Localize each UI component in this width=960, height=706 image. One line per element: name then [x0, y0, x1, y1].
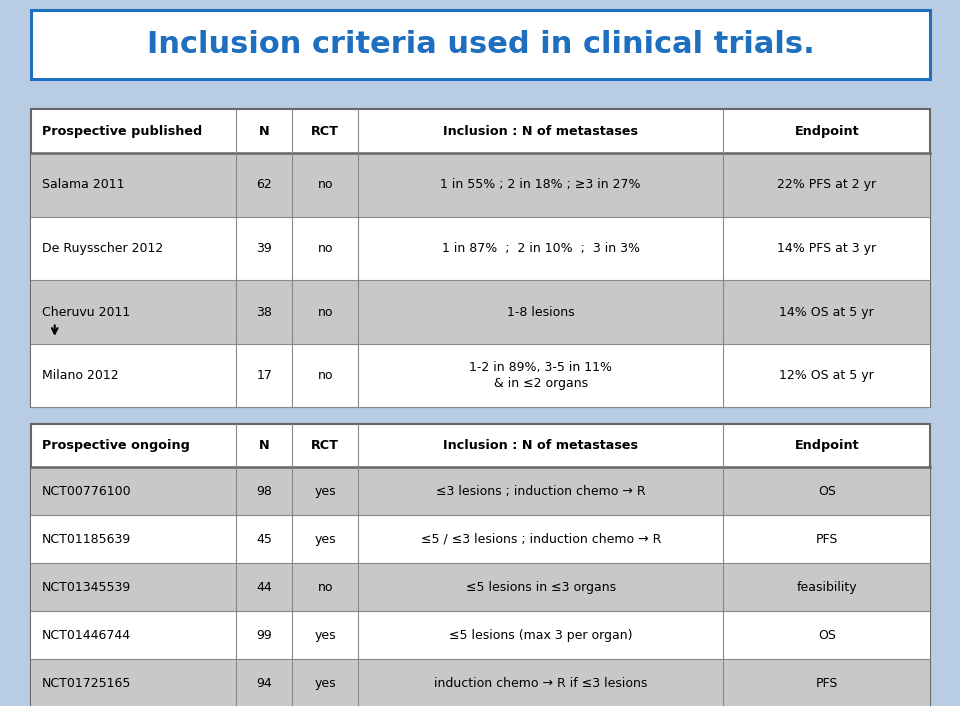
Text: Prospective ongoing: Prospective ongoing: [42, 439, 190, 452]
Text: 62: 62: [256, 179, 272, 191]
FancyBboxPatch shape: [31, 467, 930, 515]
Text: NCT01446744: NCT01446744: [42, 629, 132, 642]
Text: yes: yes: [315, 629, 336, 642]
Text: 14% OS at 5 yr: 14% OS at 5 yr: [780, 306, 875, 318]
Text: feasibility: feasibility: [797, 581, 857, 594]
FancyBboxPatch shape: [31, 611, 930, 659]
Text: PFS: PFS: [816, 677, 838, 690]
Text: N: N: [259, 439, 270, 452]
FancyBboxPatch shape: [31, 515, 930, 563]
Text: no: no: [318, 179, 333, 191]
Text: yes: yes: [315, 533, 336, 546]
Text: RCT: RCT: [311, 439, 339, 452]
Text: 14% PFS at 3 yr: 14% PFS at 3 yr: [778, 242, 876, 255]
Text: 17: 17: [256, 369, 272, 382]
Text: 12% OS at 5 yr: 12% OS at 5 yr: [780, 369, 875, 382]
FancyBboxPatch shape: [31, 424, 930, 706]
Text: PFS: PFS: [816, 533, 838, 546]
Text: 39: 39: [256, 242, 272, 255]
Text: no: no: [318, 581, 333, 594]
Text: yes: yes: [315, 485, 336, 498]
FancyBboxPatch shape: [31, 659, 930, 706]
Text: 44: 44: [256, 581, 272, 594]
Text: ≤3 lesions ; induction chemo → R: ≤3 lesions ; induction chemo → R: [436, 485, 645, 498]
Text: 99: 99: [256, 629, 272, 642]
Text: Endpoint: Endpoint: [795, 125, 859, 138]
Text: Cheruvu 2011: Cheruvu 2011: [42, 306, 131, 318]
Text: Inclusion : N of metastases: Inclusion : N of metastases: [444, 439, 638, 452]
FancyBboxPatch shape: [31, 563, 930, 611]
FancyBboxPatch shape: [31, 10, 930, 79]
Text: ≤5 lesions in ≤3 organs: ≤5 lesions in ≤3 organs: [466, 581, 615, 594]
Text: no: no: [318, 242, 333, 255]
Text: yes: yes: [315, 677, 336, 690]
Text: Endpoint: Endpoint: [795, 439, 859, 452]
Text: 1 in 55% ; 2 in 18% ; ≥3 in 27%: 1 in 55% ; 2 in 18% ; ≥3 in 27%: [441, 179, 641, 191]
Text: induction chemo → R if ≤3 lesions: induction chemo → R if ≤3 lesions: [434, 677, 647, 690]
Text: OS: OS: [818, 629, 836, 642]
Text: 38: 38: [256, 306, 272, 318]
Text: NCT01185639: NCT01185639: [42, 533, 132, 546]
Text: no: no: [318, 369, 333, 382]
FancyBboxPatch shape: [31, 153, 930, 217]
Text: Prospective published: Prospective published: [42, 125, 203, 138]
Text: RCT: RCT: [311, 125, 339, 138]
FancyBboxPatch shape: [31, 280, 930, 344]
Text: ≤5 lesions (max 3 per organ): ≤5 lesions (max 3 per organ): [449, 629, 633, 642]
Text: 22% PFS at 2 yr: 22% PFS at 2 yr: [778, 179, 876, 191]
Text: no: no: [318, 306, 333, 318]
Text: Inclusion criteria used in clinical trials.: Inclusion criteria used in clinical tria…: [147, 30, 814, 59]
Text: 98: 98: [256, 485, 272, 498]
Text: 1-8 lesions: 1-8 lesions: [507, 306, 575, 318]
Text: Inclusion : N of metastases: Inclusion : N of metastases: [444, 125, 638, 138]
Text: 94: 94: [256, 677, 272, 690]
FancyBboxPatch shape: [31, 109, 930, 407]
FancyBboxPatch shape: [31, 217, 930, 280]
Text: ≤5 / ≤3 lesions ; induction chemo → R: ≤5 / ≤3 lesions ; induction chemo → R: [420, 533, 660, 546]
Text: 1 in 87%  ;  2 in 10%  ;  3 in 3%: 1 in 87% ; 2 in 10% ; 3 in 3%: [442, 242, 639, 255]
Text: 1-2 in 89%, 3-5 in 11%
& in ≤2 organs: 1-2 in 89%, 3-5 in 11% & in ≤2 organs: [469, 361, 612, 390]
Text: NCT01725165: NCT01725165: [42, 677, 132, 690]
FancyBboxPatch shape: [31, 344, 930, 407]
Text: N: N: [259, 125, 270, 138]
Text: De Ruysscher 2012: De Ruysscher 2012: [42, 242, 163, 255]
Text: Milano 2012: Milano 2012: [42, 369, 119, 382]
Text: NCT01345539: NCT01345539: [42, 581, 132, 594]
Text: OS: OS: [818, 485, 836, 498]
Text: NCT00776100: NCT00776100: [42, 485, 132, 498]
Text: 45: 45: [256, 533, 272, 546]
Text: Salama 2011: Salama 2011: [42, 179, 125, 191]
